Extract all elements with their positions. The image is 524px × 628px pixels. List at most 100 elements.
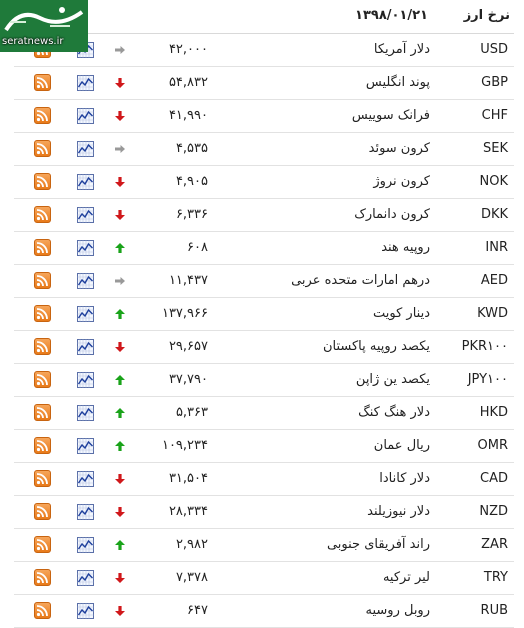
arrow-up-icon [114,440,126,452]
rss-icon[interactable] [34,404,51,421]
currency-price: ۱۰۹,۲۳۴ [161,438,208,453]
currency-row-14: NZD دلار نیوزیلند ۲۸,۳۳۴ [14,496,514,529]
chart-icon[interactable] [77,339,94,355]
currency-list: USD دلار آمریکا ۴۲,۰۰۰ GBP پوند انگلیس ۵۴,۸۳۲… [14,34,514,628]
rss-icon[interactable] [34,272,51,289]
currency-code: DKK [480,207,508,222]
chart-icon[interactable] [77,570,94,586]
arrow-down-icon [114,572,126,584]
rss-icon[interactable] [34,206,51,223]
chart-icon[interactable] [77,207,94,223]
currency-code: AED [480,273,508,288]
arrow-up-icon [114,242,126,254]
rss-icon[interactable] [34,107,51,124]
currency-row-17: RUB روبل روسیه ۶۴۷ [14,595,514,628]
chart-icon[interactable] [77,603,94,619]
chart-icon[interactable] [77,471,94,487]
currency-row-11: HKD دلار هنگ کنگ ۵,۳۶۳ [14,397,514,430]
currency-row-1: GBP پوند انگلیس ۵۴,۸۳۲ [14,67,514,100]
rss-icon[interactable] [34,437,51,454]
currency-name: پوند انگلیس [365,75,430,90]
chart-icon[interactable] [77,240,94,256]
currency-code: RUB [480,603,508,618]
currency-code: NOK [479,174,508,189]
currency-code: PKR۱۰۰ [461,339,508,354]
currency-name: کرون نروژ [373,174,430,189]
rss-icon[interactable] [34,239,51,256]
currency-name: راند آفریقای جنوبی [326,537,430,552]
rates-date: ۱۳۹۸/۰۱/۲۱ [355,8,428,23]
rss-icon[interactable] [34,305,51,322]
logo-site-name: seratnews.ir [2,36,64,47]
rss-icon[interactable] [34,503,51,520]
currency-name: فرانک سوییس [351,108,430,123]
currency-rates-widget: نرخ ارز ۱۳۹۸/۰۱/۲۱ USD دلار آمریکا ۴۲,۰۰۰ G… [14,0,514,628]
currency-price: ۶۰۸ [187,240,208,255]
currency-price: ۴۲,۰۰۰ [168,42,208,57]
chart-icon[interactable] [77,273,94,289]
rss-icon[interactable] [34,602,51,619]
chart-icon[interactable] [77,174,94,190]
rss-icon[interactable] [34,371,51,388]
currency-name: دلار هنگ کنگ [358,405,430,420]
currency-name: دینار کویت [373,306,430,321]
rss-icon[interactable] [34,338,51,355]
currency-row-15: ZAR راند آفریقای جنوبی ۲,۹۸۲ [14,529,514,562]
rss-icon[interactable] [34,74,51,91]
chart-icon[interactable] [77,405,94,421]
arrow-right-icon [114,44,126,56]
seratnews-logo: seratnews.ir [0,0,88,52]
chart-icon[interactable] [77,438,94,454]
rss-icon[interactable] [34,536,51,553]
currency-row-6: INR روپیه هند ۶۰۸ [14,232,514,265]
chart-icon[interactable] [77,141,94,157]
currency-row-9: PKR۱۰۰ یکصد روپیه پاکستان ۲۹,۶۵۷ [14,331,514,364]
currency-price: ۴,۵۳۵ [175,141,208,156]
currency-name: دلار آمریکا [373,42,430,57]
currency-row-4: NOK کرون نروژ ۴,۹۰۵ [14,166,514,199]
chart-icon[interactable] [77,537,94,553]
currency-code: CAD [480,471,508,486]
arrow-down-icon [114,341,126,353]
currency-row-13: CAD دلار کانادا ۳۱,۵۰۴ [14,463,514,496]
currency-code: TRY [483,570,508,585]
currency-name: ریال عمان [373,438,430,453]
currency-price: ۴۱,۹۹۰ [168,108,208,123]
arrow-up-icon [114,308,126,320]
rss-icon[interactable] [34,569,51,586]
currency-name: یکصد روپیه پاکستان [322,339,430,354]
arrow-up-icon [114,407,126,419]
rss-icon[interactable] [34,173,51,190]
chart-icon[interactable] [77,372,94,388]
currency-name: درهم امارات متحده عربی [291,273,430,288]
currency-row-0: USD دلار آمریکا ۴۲,۰۰۰ [14,34,514,67]
currency-price: ۳۱,۵۰۴ [168,471,208,486]
currency-name: کرون دانمارک [354,207,430,222]
currency-row-10: JPY۱۰۰ یکصد ین ژاپن ۳۷,۷۹۰ [14,364,514,397]
currency-code: JPY۱۰۰ [467,372,508,387]
chart-icon[interactable] [77,75,94,91]
currency-code: GBP [481,75,508,90]
currency-name: یکصد ین ژاپن [355,372,430,387]
chart-icon[interactable] [77,108,94,124]
table-header: نرخ ارز ۱۳۹۸/۰۱/۲۱ [14,0,514,34]
currency-row-2: CHF فرانک سوییس ۴۱,۹۹۰ [14,100,514,133]
currency-price: ۶۴۷ [187,603,208,618]
table-title: نرخ ارز [463,8,510,23]
currency-name: روپیه هند [381,240,430,255]
chart-icon[interactable] [77,504,94,520]
rss-icon[interactable] [34,470,51,487]
currency-price: ۱۱,۴۳۷ [168,273,208,288]
currency-row-3: SEK کرون سوئد ۴,۵۳۵ [14,133,514,166]
currency-row-8: KWD دینار کویت ۱۳۷,۹۶۶ [14,298,514,331]
currency-name: روبل روسیه [365,603,431,618]
currency-price: ۵۴,۸۳۲ [168,75,208,90]
rss-icon[interactable] [34,140,51,157]
currency-price: ۵,۳۶۳ [175,405,208,420]
arrow-down-icon [114,473,126,485]
chart-icon[interactable] [77,306,94,322]
arrow-down-icon [114,110,126,122]
arrow-down-icon [114,77,126,89]
arrow-down-icon [114,176,126,188]
currency-name: کرون سوئد [368,141,430,156]
